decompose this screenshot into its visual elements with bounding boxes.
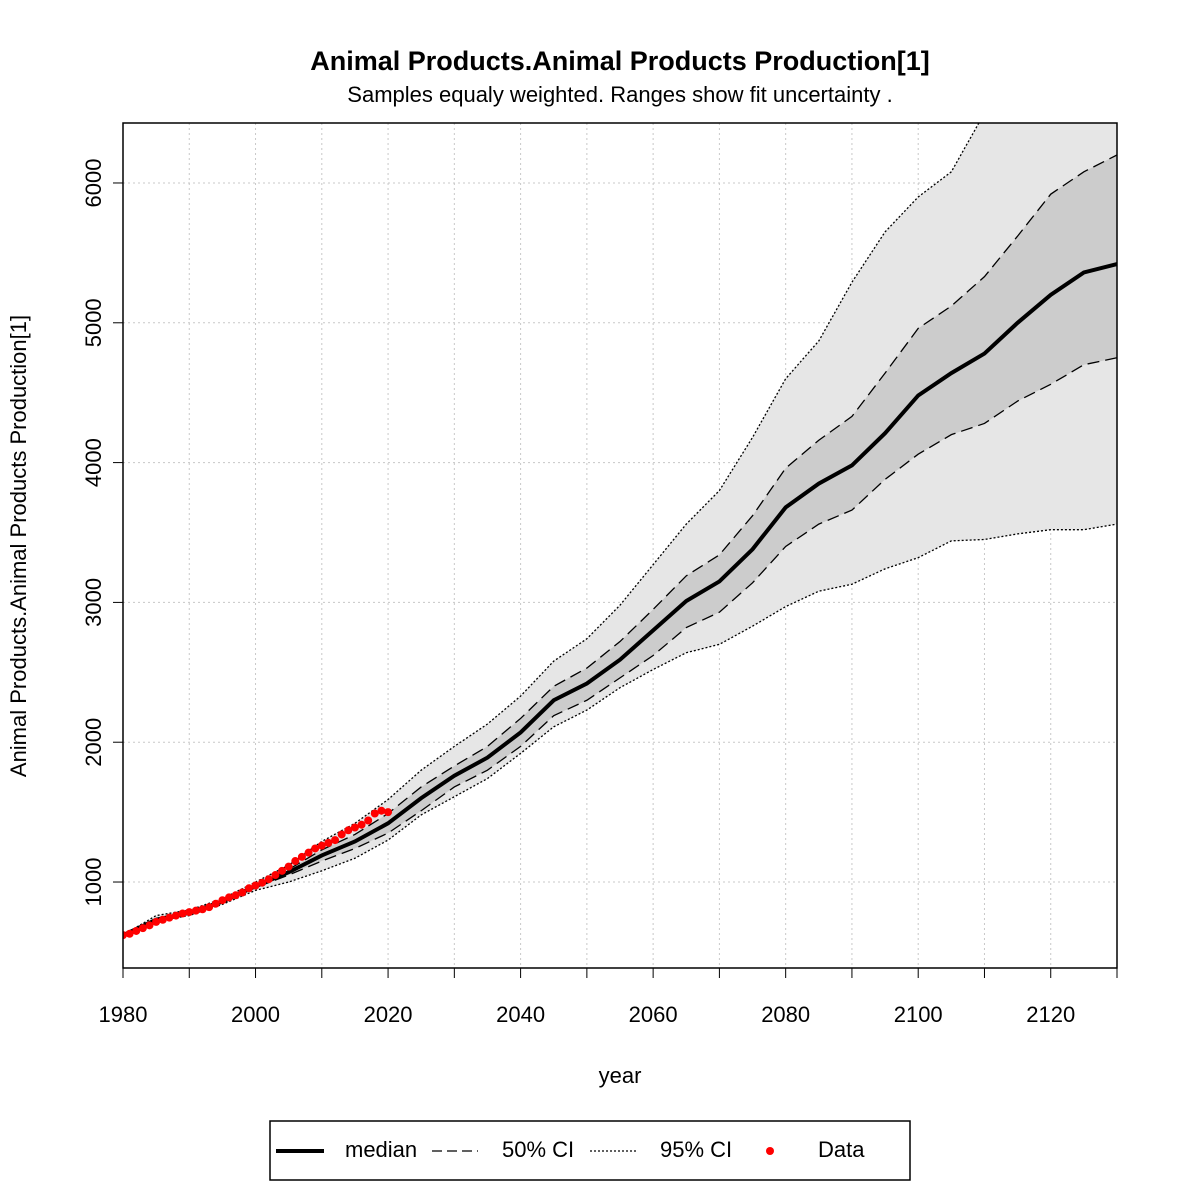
ci95-lower (123, 523, 1117, 936)
data-point (231, 891, 240, 900)
data-point (211, 899, 220, 908)
legend-data (766, 1147, 774, 1155)
y-tick-label: 4000 (81, 438, 106, 487)
data-point (311, 844, 320, 853)
data-point (172, 911, 181, 920)
y-tick-label: 1000 (81, 858, 106, 907)
data-point (198, 905, 207, 914)
data-point (218, 896, 227, 905)
data-point (191, 906, 200, 915)
data-point (344, 826, 353, 835)
data-point (185, 908, 194, 917)
y-axis-title: Animal Products.Animal Products Producti… (6, 315, 31, 777)
x-tick-label: 2060 (629, 1002, 678, 1027)
data-point (125, 929, 134, 938)
data-point (337, 830, 346, 839)
data-point (364, 816, 373, 825)
chart-title: Animal Products.Animal Products Producti… (310, 46, 930, 76)
data-point (244, 884, 253, 893)
legend-label: 50% CI (502, 1137, 574, 1162)
ci50-upper (123, 154, 1117, 936)
chart-subtitle: Samples equaly weighted. Ranges show fit… (347, 82, 892, 107)
data-point (284, 862, 293, 871)
x-axis-title: year (599, 1063, 642, 1088)
plot-area (123, 123, 1117, 968)
x-tick-label: 1980 (99, 1002, 148, 1027)
data-point (264, 875, 273, 884)
x-tick-label: 2120 (1026, 1002, 1075, 1027)
x-tick-label: 2000 (231, 1002, 280, 1027)
legend-label: 95% CI (660, 1137, 732, 1162)
data-point (278, 866, 287, 875)
data-point (370, 809, 379, 818)
data-point (138, 924, 147, 933)
ci50-lower (123, 357, 1117, 936)
data-point (304, 848, 313, 857)
data-point (258, 878, 267, 887)
data-point (205, 903, 214, 912)
x-tick-label: 2100 (894, 1002, 943, 1027)
data-point (331, 836, 340, 845)
data-point (165, 913, 174, 922)
data-point (384, 808, 393, 817)
plot-frame (122, 122, 1118, 969)
data-point (291, 857, 300, 866)
data-point (145, 921, 154, 930)
y-tick-label: 6000 (81, 159, 106, 208)
data-point (158, 915, 167, 924)
data-point (225, 893, 234, 902)
data-point (238, 888, 247, 897)
data-point (324, 838, 333, 847)
y-tick-label: 3000 (81, 578, 106, 627)
x-tick-label: 2020 (364, 1002, 413, 1027)
x-tick-label: 2040 (496, 1002, 545, 1027)
legend-label: median (345, 1137, 417, 1162)
ci-band (123, 123, 1117, 936)
data-point (271, 871, 280, 880)
data-point (178, 909, 187, 918)
data-point (350, 823, 359, 832)
data-point (297, 852, 306, 861)
legend-label: Data (818, 1137, 865, 1162)
data-point (317, 841, 326, 850)
y-tick-label: 5000 (81, 298, 106, 347)
data-point (152, 917, 161, 926)
x-tick-label: 2080 (761, 1002, 810, 1027)
y-tick-label: 2000 (81, 718, 106, 767)
data-point (132, 926, 141, 935)
data-point (251, 881, 260, 890)
data-point (377, 806, 386, 815)
median-line (123, 262, 1117, 937)
data-point (357, 820, 366, 829)
